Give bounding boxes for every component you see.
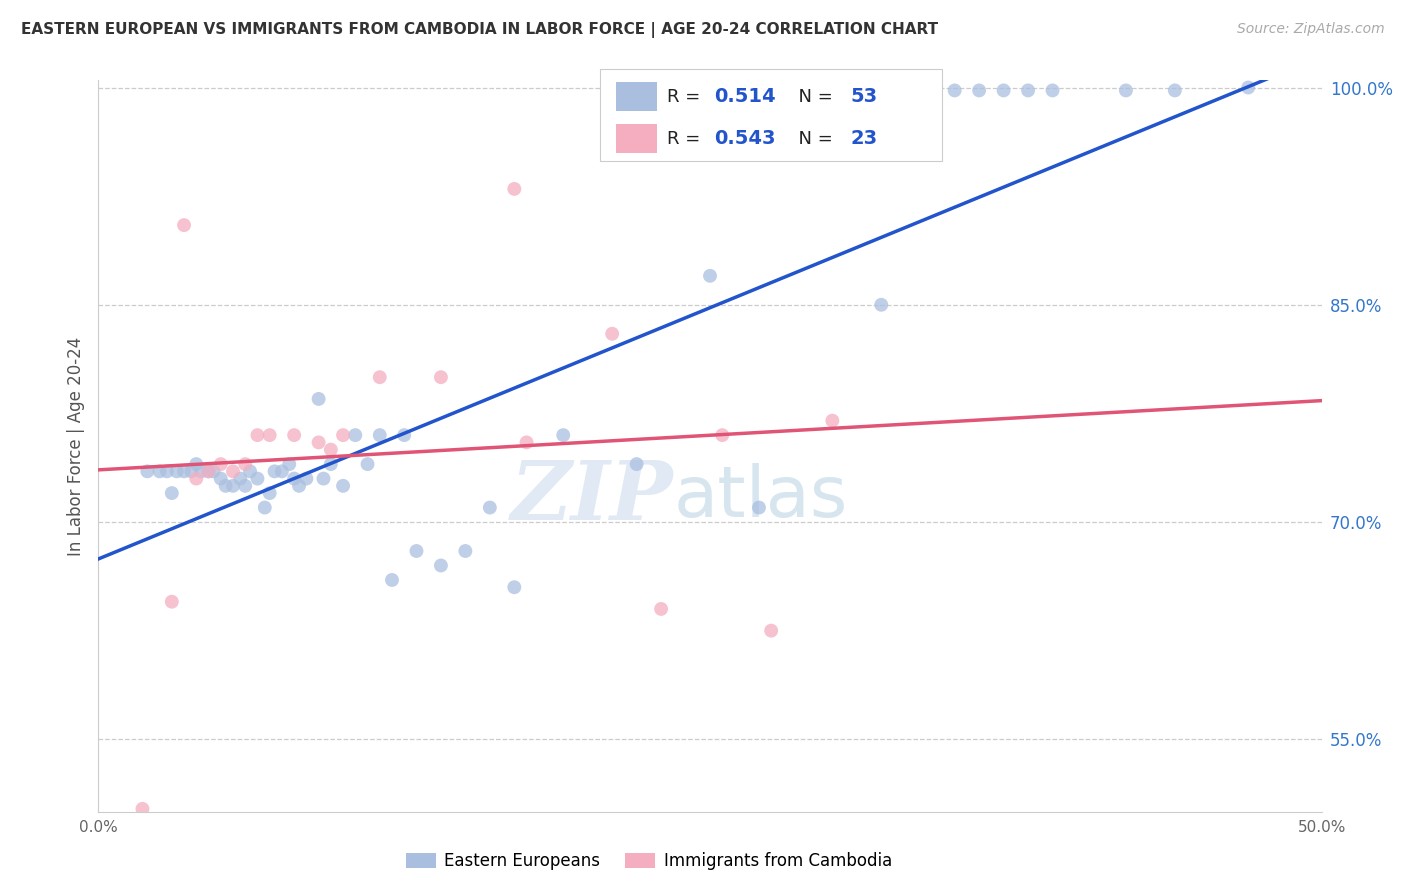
Point	[761, 624, 783, 638]
Point	[197, 464, 219, 478]
Point	[405, 544, 427, 558]
Point	[1237, 80, 1260, 95]
Point	[503, 580, 526, 594]
FancyBboxPatch shape	[616, 124, 658, 153]
Text: 23: 23	[851, 129, 877, 148]
Point	[263, 464, 285, 478]
Point	[1164, 83, 1187, 97]
Point	[368, 428, 391, 442]
Point	[600, 326, 623, 341]
Point	[993, 83, 1015, 97]
Point	[1115, 83, 1137, 97]
Point	[222, 464, 245, 478]
Point	[131, 802, 153, 816]
Point	[136, 464, 159, 478]
Legend: Eastern Europeans, Immigrants from Cambodia: Eastern Europeans, Immigrants from Cambo…	[399, 846, 898, 877]
Text: 0.543: 0.543	[714, 129, 775, 148]
Point	[288, 479, 311, 493]
Y-axis label: In Labor Force | Age 20-24: In Labor Force | Age 20-24	[66, 336, 84, 556]
Point	[283, 472, 305, 486]
Point	[246, 428, 269, 442]
Point	[454, 544, 477, 558]
Point	[229, 472, 252, 486]
Point	[233, 457, 256, 471]
Point	[160, 486, 183, 500]
Point	[180, 464, 202, 478]
Point	[173, 464, 195, 478]
Text: 0.514: 0.514	[714, 87, 775, 106]
Point	[222, 479, 245, 493]
Point	[173, 218, 195, 232]
Point	[699, 268, 721, 283]
Point	[711, 428, 734, 442]
Point	[202, 464, 225, 478]
Point	[553, 428, 575, 442]
Text: EASTERN EUROPEAN VS IMMIGRANTS FROM CAMBODIA IN LABOR FORCE | AGE 20-24 CORRELAT: EASTERN EUROPEAN VS IMMIGRANTS FROM CAMB…	[21, 22, 938, 38]
Point	[1017, 83, 1039, 97]
Point	[308, 392, 330, 406]
Point	[295, 472, 318, 486]
Point	[1042, 83, 1064, 97]
Point	[821, 414, 844, 428]
Point	[650, 602, 672, 616]
Point	[430, 370, 453, 384]
Point	[197, 464, 219, 478]
FancyBboxPatch shape	[600, 70, 942, 161]
Text: Source: ZipAtlas.com: Source: ZipAtlas.com	[1237, 22, 1385, 37]
FancyBboxPatch shape	[616, 82, 658, 112]
Point	[160, 595, 183, 609]
Point	[283, 428, 305, 442]
Point	[332, 428, 354, 442]
Point	[259, 428, 281, 442]
Point	[748, 500, 770, 515]
Text: R =: R =	[668, 129, 706, 147]
Point	[478, 500, 501, 515]
Point	[239, 464, 262, 478]
Text: N =: N =	[787, 87, 838, 105]
Point	[319, 442, 342, 457]
Point	[870, 298, 893, 312]
Point	[209, 457, 232, 471]
Point	[626, 457, 648, 471]
Point	[209, 472, 232, 486]
Text: 53: 53	[851, 87, 877, 106]
Point	[381, 573, 404, 587]
Point	[233, 479, 256, 493]
Point	[190, 464, 212, 478]
Point	[356, 457, 378, 471]
Point	[344, 428, 367, 442]
Point	[253, 500, 276, 515]
Point	[166, 464, 188, 478]
Point	[156, 464, 179, 478]
Point	[278, 457, 301, 471]
Point	[270, 464, 294, 478]
Point	[967, 83, 990, 97]
Point	[308, 435, 330, 450]
Point	[368, 370, 391, 384]
Point	[246, 472, 269, 486]
Point	[259, 486, 281, 500]
Point	[214, 479, 236, 493]
Text: N =: N =	[787, 129, 838, 147]
Point	[312, 472, 335, 486]
Point	[332, 479, 354, 493]
Text: ZIP: ZIP	[510, 458, 673, 537]
Text: atlas: atlas	[673, 463, 848, 532]
Point	[392, 428, 416, 442]
Point	[943, 83, 966, 97]
Point	[319, 457, 342, 471]
Text: R =: R =	[668, 87, 706, 105]
Point	[430, 558, 453, 573]
Point	[515, 435, 537, 450]
Point	[149, 464, 172, 478]
Point	[186, 472, 208, 486]
Point	[503, 182, 526, 196]
Point	[186, 457, 208, 471]
